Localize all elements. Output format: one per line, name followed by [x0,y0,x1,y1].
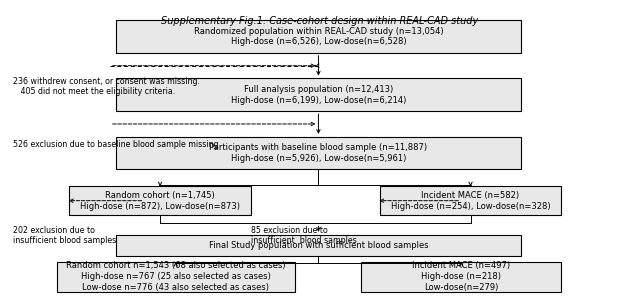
Text: Supplementary Fig.1. Case-cohort design within REAL-CAD study: Supplementary Fig.1. Case-cohort design … [161,16,479,26]
Text: High-dose (n=6,526), Low-dose(n=6,528): High-dose (n=6,526), Low-dose(n=6,528) [230,38,406,46]
Text: Low-dose n=776 (43 also selected as cases): Low-dose n=776 (43 also selected as case… [83,283,269,292]
FancyBboxPatch shape [69,186,251,215]
Text: 526 exclusion due to baseline blood sample missing: 526 exclusion due to baseline blood samp… [13,140,218,149]
FancyBboxPatch shape [116,78,521,111]
Text: High-dose (n=872), Low-dose(n=873): High-dose (n=872), Low-dose(n=873) [80,202,240,210]
FancyBboxPatch shape [116,235,521,256]
Text: Random cohort (n=1,745): Random cohort (n=1,745) [105,191,215,200]
Text: Low-dose(n=279): Low-dose(n=279) [424,283,499,292]
Text: Randomized population within REAL-CAD study (n=13,054): Randomized population within REAL-CAD st… [194,27,444,36]
FancyBboxPatch shape [380,186,561,215]
FancyBboxPatch shape [116,137,521,169]
Text: High-dose (n=5,926), Low-dose(n=5,961): High-dose (n=5,926), Low-dose(n=5,961) [231,154,406,163]
Text: insufficient  blood samples: insufficient blood samples [251,237,356,245]
Text: insufficient blood samples: insufficient blood samples [13,237,116,245]
FancyBboxPatch shape [56,262,295,292]
Text: 85 exclusion due to: 85 exclusion due to [251,226,328,235]
FancyBboxPatch shape [116,20,521,53]
Text: High-dose (n=6,199), Low-dose(n=6,214): High-dose (n=6,199), Low-dose(n=6,214) [231,96,406,105]
Text: Final Study population with sufficient blood samples: Final Study population with sufficient b… [209,241,428,250]
Text: 405 did not meet the eligibility criteria.: 405 did not meet the eligibility criteri… [13,87,175,96]
Text: High-dose (n=254), Low-dose(n=328): High-dose (n=254), Low-dose(n=328) [390,202,550,210]
Text: Full analysis population (n=12,413): Full analysis population (n=12,413) [244,85,393,94]
Text: Incident MACE (n=582): Incident MACE (n=582) [422,191,520,200]
Text: High-dose (n=218): High-dose (n=218) [421,272,501,281]
FancyBboxPatch shape [361,262,561,292]
Text: 236 withdrew consent, or consent was missing.: 236 withdrew consent, or consent was mis… [13,77,200,86]
Text: Participants with baseline blood sample (n=11,887): Participants with baseline blood sample … [209,143,428,152]
Text: High-dose n=767 (25 also selected as cases): High-dose n=767 (25 also selected as cas… [81,272,271,281]
Text: 202 exclusion due to: 202 exclusion due to [13,226,95,235]
Text: Incident MACE (n=497): Incident MACE (n=497) [412,261,510,271]
Text: Random cohort n=1,543 (68 also selected as cases): Random cohort n=1,543 (68 also selected … [66,261,285,271]
